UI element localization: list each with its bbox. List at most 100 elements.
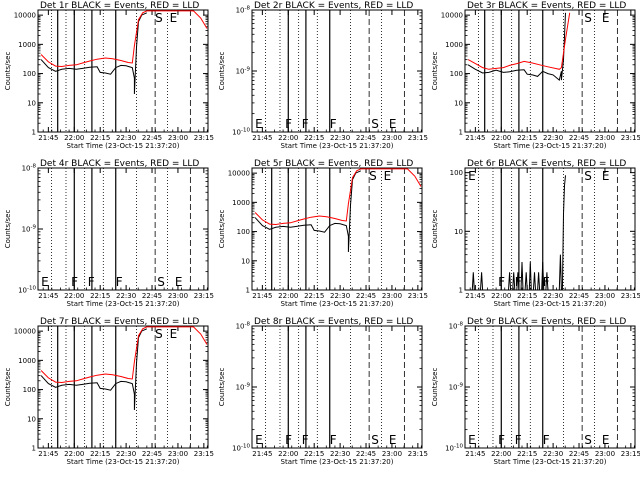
panel-title: Det 7r BLACK = Events, RED = LLD [40, 317, 199, 327]
x-tick-label: 22:15 [517, 292, 537, 300]
x-tick-label: 22:30 [330, 134, 350, 142]
x-tick-label: 21:45 [465, 450, 485, 458]
y-tick-label: 1 [32, 445, 36, 453]
x-tick-label: 23:15 [194, 292, 214, 300]
y-axis-label: Counts/sec [4, 210, 12, 249]
annotation-s: S [584, 11, 592, 25]
annotation-f: F [543, 433, 550, 447]
plot-frame [251, 167, 423, 291]
y-tick-label: 1 [32, 129, 36, 137]
x-tick-label: 22:15 [90, 134, 110, 142]
annotation-s: S [584, 169, 592, 183]
y-tick-label: 10000 [228, 170, 250, 178]
annotation-f: F [498, 275, 505, 289]
panel-title: Det 5r BLACK = Events, RED = LLD [254, 159, 413, 169]
series-events [471, 175, 566, 290]
series-lld [254, 168, 422, 226]
x-tick-label: 21:45 [252, 292, 272, 300]
x-tick-label: 22:45 [569, 292, 589, 300]
plot-frame [37, 325, 209, 449]
x-tick-label: 21:45 [38, 134, 58, 142]
series-lld [467, 12, 571, 70]
y-tick-label: 10 [27, 415, 36, 423]
x-tick-label: 22:00 [278, 450, 298, 458]
y-tick-label: 1000 [18, 41, 36, 49]
x-tick-label: 22:15 [517, 450, 537, 458]
panel-5: Det 5r BLACK = Events, RED = LLD 1 10 100 10… [218, 159, 428, 308]
y-tick-label: 1 [459, 287, 463, 295]
panel-title: Det 3r BLACK = Events, RED = LLD [467, 1, 626, 11]
y-tick-label: 10-9 [236, 67, 251, 76]
x-tick-label: 22:00 [491, 292, 511, 300]
y-tick-label: 10-9 [22, 225, 37, 234]
plot-frame [464, 167, 636, 291]
annotation-e: E [384, 169, 392, 183]
y-axis-label: Counts/sec [431, 368, 439, 407]
x-tick-label: 22:30 [330, 450, 350, 458]
x-tick-label: 21:45 [252, 450, 272, 458]
y-tick-label: 10-9 [236, 383, 251, 392]
series-events [40, 12, 148, 95]
panel-9: Det 9r BLACK = Events, RED = LLD 10-10 10-… [431, 317, 640, 466]
x-tick-label: 22:45 [356, 292, 376, 300]
x-tick-label: 23:15 [621, 292, 640, 300]
x-tick-label: 22:30 [116, 292, 136, 300]
y-tick-label: 100 [23, 70, 36, 78]
x-tick-label: 22:45 [356, 450, 376, 458]
x-tick-label: 23:00 [595, 292, 615, 300]
x-axis-label: Start Time (23-Oct-15 21:37:20) [494, 458, 607, 466]
annotation-e: E [468, 433, 476, 447]
annotation-e: E [255, 117, 263, 131]
annotation-e: E [255, 433, 263, 447]
x-tick-label: 23:00 [382, 450, 402, 458]
x-axis-label: Start Time (23-Oct-15 21:37:20) [67, 142, 180, 150]
y-axis-label: Counts/sec [431, 210, 439, 249]
plot-frame [37, 9, 209, 133]
series-events [467, 12, 566, 82]
annotation-e: E [41, 275, 49, 289]
annotation-e: E [389, 433, 397, 447]
annotation-s: S [155, 327, 163, 341]
x-tick-label: 23:15 [194, 450, 214, 458]
x-axis-label: Start Time (23-Oct-15 21:37:20) [67, 458, 180, 466]
x-tick-label: 23:15 [408, 450, 428, 458]
annotation-s: S [157, 275, 165, 289]
annotation-s: S [155, 11, 163, 25]
x-tick-label: 22:30 [116, 450, 136, 458]
x-tick-label: 22:30 [116, 134, 136, 142]
x-tick-label: 21:45 [38, 450, 58, 458]
x-tick-label: 22:15 [304, 292, 324, 300]
annotation-e: E [170, 327, 178, 341]
x-tick-label: 21:45 [465, 292, 485, 300]
x-tick-label: 23:00 [168, 134, 188, 142]
panel-title: Det 4r BLACK = Events, RED = LLD [40, 159, 199, 169]
x-tick-label: 22:45 [142, 134, 162, 142]
y-tick-label: 10000 [14, 328, 36, 336]
plot-frame [464, 9, 636, 133]
annotation-f: F [330, 433, 337, 447]
x-tick-label: 22:30 [543, 292, 563, 300]
plot-frame [37, 167, 209, 291]
y-tick-label: 10-10 [445, 444, 463, 453]
panel-8: Det 8r BLACK = Events, RED = LLD 10-10 10-… [218, 317, 428, 466]
annotation-f: F [71, 275, 78, 289]
x-tick-label: 22:00 [491, 134, 511, 142]
y-tick-label: 10 [241, 257, 250, 265]
annotation-e: E [170, 11, 178, 25]
series-events [254, 170, 362, 253]
y-axis-label: Counts/sec [4, 52, 12, 91]
x-tick-label: 22:15 [517, 134, 537, 142]
x-axis-label: Start Time (23-Oct-15 21:37:20) [67, 300, 180, 308]
plot-frame [251, 325, 423, 449]
annotation-f: F [543, 275, 550, 289]
x-tick-label: 22:15 [90, 292, 110, 300]
x-tick-label: 22:15 [304, 450, 324, 458]
y-axis-label: Counts/sec [431, 52, 439, 91]
x-tick-label: 23:15 [621, 134, 640, 142]
x-tick-label: 23:00 [595, 134, 615, 142]
annotation-s: S [369, 169, 377, 183]
y-tick-label: 10-10 [18, 286, 36, 295]
panel-title: Det 1r BLACK = Events, RED = LLD [40, 1, 199, 11]
panel-title: Det 9r BLACK = Events, RED = LLD [467, 317, 626, 327]
y-tick-label: 1 [246, 287, 250, 295]
